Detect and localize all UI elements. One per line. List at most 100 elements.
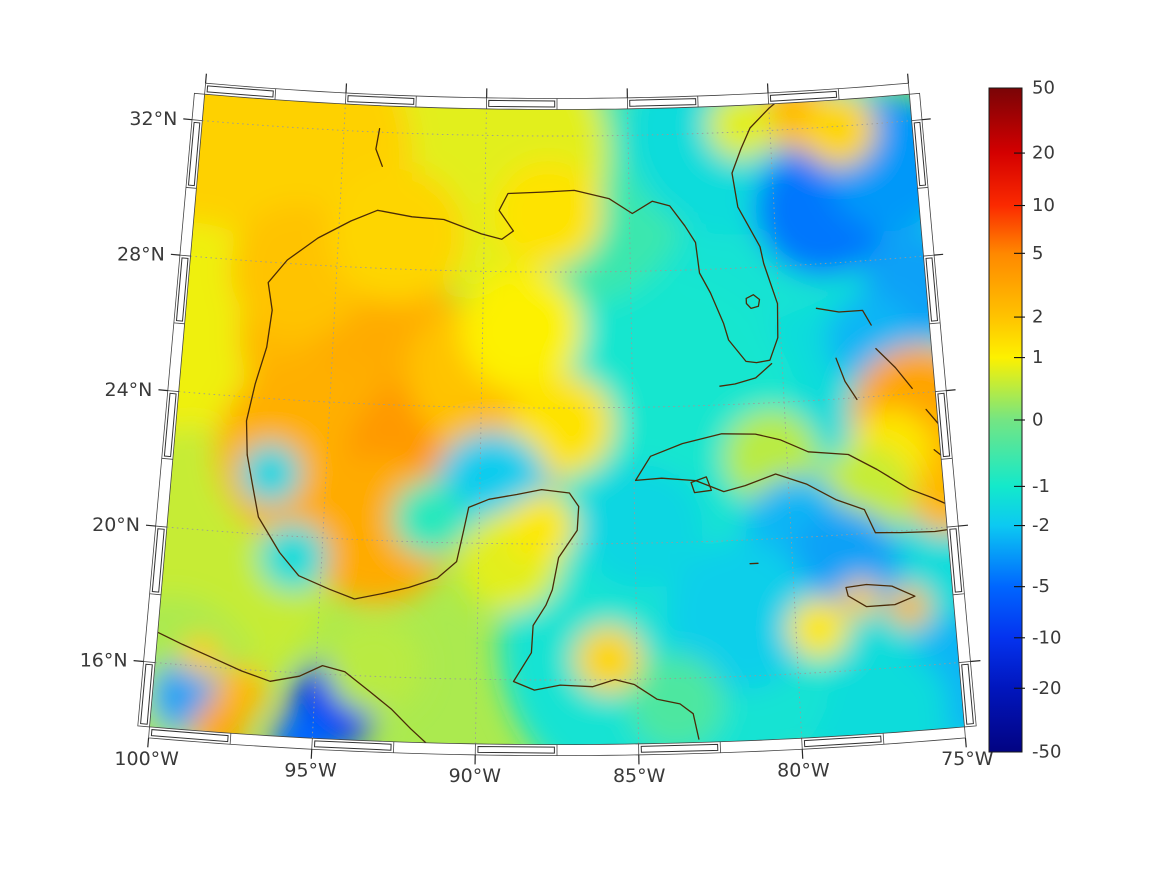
colorbar-tick-label: 20: [1032, 143, 1055, 164]
axis-tick: [934, 253, 944, 256]
frame-separator: [185, 187, 197, 189]
field-spot: [180, 635, 222, 677]
frame-separator: [767, 92, 770, 104]
field-spot: [707, 94, 776, 159]
field-spot: [326, 618, 422, 714]
frame-segment: [640, 743, 719, 753]
frame-separator: [929, 322, 941, 325]
lon-tick-label: 75°W: [941, 748, 994, 770]
gridline-parallel: [155, 662, 959, 681]
frame-segment: [477, 745, 555, 754]
axis-tick: [133, 660, 144, 663]
frame-segment: [908, 92, 977, 728]
axis-tick: [204, 73, 207, 84]
field-spot: [787, 597, 849, 660]
axis-tick: [964, 737, 967, 748]
frame-segment: [769, 90, 838, 102]
frame-segment: [803, 735, 882, 748]
grid-lines: [155, 103, 959, 744]
field-spot: [507, 493, 576, 561]
colorbar-tick-label: -10: [1032, 627, 1061, 648]
longitude-tick-labels: 100°W 95°W 90°W 85°W 80°W 75°W: [114, 748, 993, 787]
frame-segment: [949, 528, 963, 593]
axis-tick: [970, 660, 981, 663]
gridline-meridian: [311, 103, 346, 739]
frame-segment: [150, 729, 229, 743]
coastline-path: [719, 362, 773, 387]
coastline-path: [925, 408, 941, 426]
field-spot: [666, 540, 816, 690]
colorbar-tick-label: -20: [1032, 678, 1061, 699]
coastline-path: [875, 347, 913, 390]
frame-separator: [935, 390, 947, 392]
coastline-path: [845, 583, 916, 608]
field-spot: [889, 586, 930, 628]
frame-separator: [173, 322, 185, 325]
colorbar-tick-label: 2: [1032, 307, 1043, 328]
gridline-meridian: [768, 103, 803, 739]
axis-tick: [921, 118, 931, 121]
frame-segment: [187, 121, 201, 187]
map-frame: [133, 73, 981, 765]
latitude-tick-labels: 32°N 28°N 24°N 20°N 16°N: [80, 108, 178, 672]
frame-separator: [958, 661, 971, 663]
field-spot: [512, 374, 615, 476]
frame-separator: [167, 390, 179, 392]
coastlines: [149, 98, 965, 745]
colorbar-tick-label: 1: [1032, 347, 1043, 368]
gridline-parallel: [166, 526, 948, 545]
gridline-meridian: [474, 108, 487, 744]
coastline-path: [245, 98, 781, 456]
colorbar-tick-label: -2: [1032, 515, 1050, 536]
frame-segment: [175, 257, 189, 322]
frame-separator: [161, 457, 173, 460]
frame-separator: [911, 119, 922, 121]
field-spot: [574, 625, 643, 694]
frame-separator: [149, 593, 162, 596]
field-spot: [493, 159, 603, 269]
colorbar-tick-label: -50: [1032, 742, 1061, 763]
frame-separator: [882, 733, 885, 745]
field-spot: [826, 647, 950, 745]
lon-tick-label: 100°W: [114, 748, 179, 770]
gridline-meridian: [627, 108, 640, 744]
axis-tick: [158, 389, 168, 392]
frame-segment: [140, 663, 153, 725]
frame-separator: [179, 254, 191, 257]
coastline-path: [375, 128, 383, 167]
frame-separator: [344, 92, 347, 104]
frame-separator: [837, 88, 840, 100]
frame-segment: [313, 740, 392, 751]
coastline-path: [149, 627, 431, 745]
frame-segment: [137, 92, 206, 728]
coastline-path: [690, 476, 713, 494]
frame-segment: [629, 98, 697, 107]
axis-tick: [170, 253, 180, 256]
frame-segment: [204, 82, 910, 110]
frame-segment: [151, 528, 165, 593]
field-spot: [240, 442, 302, 505]
frame-separator: [917, 187, 929, 189]
field-spot: [579, 465, 703, 588]
lat-tick-label: 28°N: [117, 243, 165, 265]
frame-separator: [941, 457, 953, 460]
lon-tick-label: 90°W: [449, 765, 502, 787]
frame-segment: [937, 392, 951, 458]
field-spot: [629, 654, 725, 745]
frame-segment: [961, 663, 974, 725]
axis-tick: [946, 389, 956, 392]
lon-tick-label: 80°W: [777, 760, 830, 782]
field-spot: [328, 166, 465, 303]
frame-separator: [274, 88, 277, 100]
frame-segment: [925, 257, 939, 322]
field-spot: [842, 579, 880, 618]
frame-segment: [163, 392, 177, 458]
frame-separator: [801, 738, 803, 750]
coastline-path: [815, 307, 872, 326]
colorbar-tick-label: 5: [1032, 243, 1043, 264]
coastline-path: [835, 357, 858, 401]
colorbar-tick-label: 50: [1032, 78, 1055, 99]
